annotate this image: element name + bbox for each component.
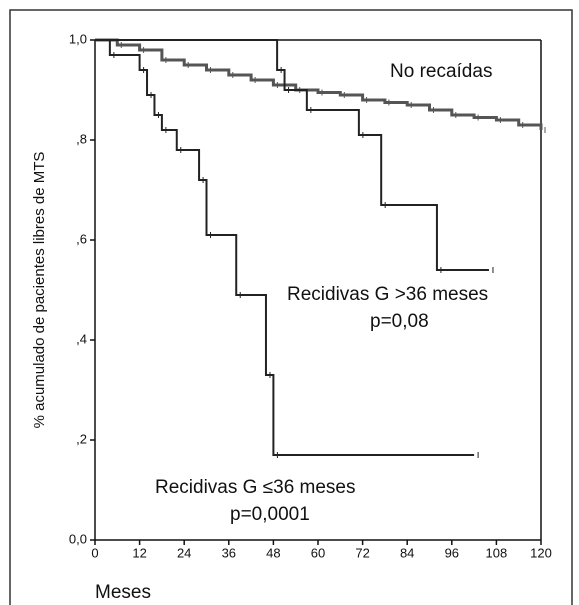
survival-curve [95, 39, 489, 271]
y-tick-label: 1,0 [69, 31, 87, 46]
frame [9, 9, 573, 605]
survival-curve [95, 38, 543, 130]
y-tick-label: ,8 [76, 131, 87, 146]
y-tick-label: 0,0 [69, 531, 87, 546]
x-tick-label: 36 [222, 545, 236, 560]
y-tick-label: ,6 [76, 231, 87, 246]
series-label: Recidivas G >36 meses [287, 284, 488, 305]
series-label: Recidivas G ≤36 meses [155, 477, 356, 498]
series-label: No recaídas [390, 61, 492, 82]
annotation: p=0,08 [370, 311, 429, 332]
y-tick-label: ,2 [76, 431, 87, 446]
x-tick-label: 96 [445, 545, 459, 560]
annotation: p=0,0001 [230, 504, 310, 525]
x-tick-label: 120 [530, 545, 552, 560]
y-axis-label: % acumulado de pacientes libres de MTS [31, 152, 48, 429]
y-tick-label: ,4 [76, 331, 87, 346]
x-tick-label: 60 [311, 545, 325, 560]
x-tick-label: 0 [91, 545, 98, 560]
x-tick-label: 48 [266, 545, 280, 560]
survival-curve [95, 39, 475, 456]
x-tick-label: 108 [486, 545, 508, 560]
x-tick-label: 84 [400, 545, 414, 560]
x-axis-label: Meses [95, 582, 151, 603]
x-tick-label: 12 [132, 545, 146, 560]
x-tick-label: 72 [355, 545, 369, 560]
x-tick-label: 24 [177, 545, 191, 560]
